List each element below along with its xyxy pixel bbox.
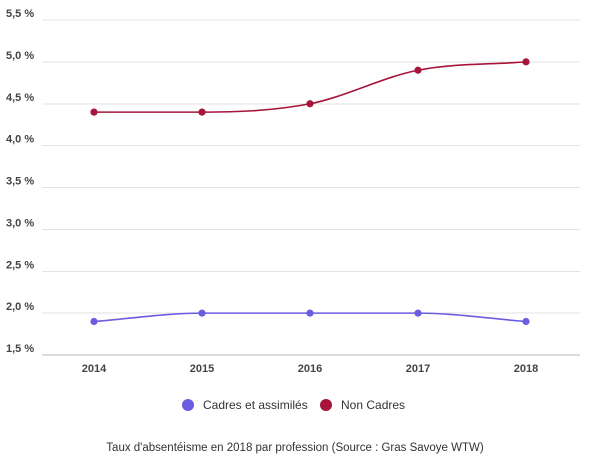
- x-tick-label: 2014: [82, 363, 107, 375]
- y-tick-label: 5,5 %: [6, 8, 34, 20]
- data-point: [414, 66, 422, 74]
- data-point: [306, 100, 314, 108]
- legend-swatch[interactable]: [320, 399, 332, 411]
- data-point: [306, 309, 314, 317]
- data-point: [198, 108, 206, 116]
- gridlines: [42, 19, 580, 356]
- legend-label[interactable]: Cadres et assimilés: [203, 398, 308, 412]
- data-point: [198, 309, 206, 317]
- y-tick-label: 5,0 %: [6, 50, 34, 62]
- x-tick-label: 2018: [514, 363, 538, 375]
- data-points: [90, 58, 530, 326]
- x-tick-label: 2016: [298, 363, 322, 375]
- chart-caption: Taux d'absentéisme en 2018 par professio…: [106, 442, 484, 454]
- y-axis-ticks: 1,5 % 2,0 % 2,5 % 3,0 % 3,5 % 4,0 % 4,5 % 5,0 %…: [6, 8, 34, 355]
- y-tick-label: 4,5 %: [6, 92, 34, 104]
- legend: Cadres et assimilés Non Cadres: [182, 398, 405, 412]
- data-point: [90, 317, 98, 326]
- x-tick-label: 2017: [406, 363, 430, 375]
- data-point: [414, 309, 422, 317]
- y-tick-label: 1,5 %: [6, 343, 34, 355]
- x-axis-ticks: 2014 2015 2016 2017 2018: [82, 363, 538, 375]
- x-tick-label: 2015: [190, 363, 214, 375]
- y-tick-label: 3,0 %: [6, 217, 34, 229]
- data-point: [522, 317, 530, 326]
- y-tick-label: 4,0 %: [6, 134, 34, 146]
- y-tick-label: 2,0 %: [6, 301, 34, 313]
- legend-swatch[interactable]: [182, 399, 194, 411]
- y-tick-label: 2,5 %: [6, 259, 34, 271]
- legend-label[interactable]: Non Cadres: [341, 398, 405, 412]
- y-tick-label: 3,5 %: [6, 176, 34, 188]
- data-point: [522, 58, 530, 66]
- data-point: [90, 108, 98, 116]
